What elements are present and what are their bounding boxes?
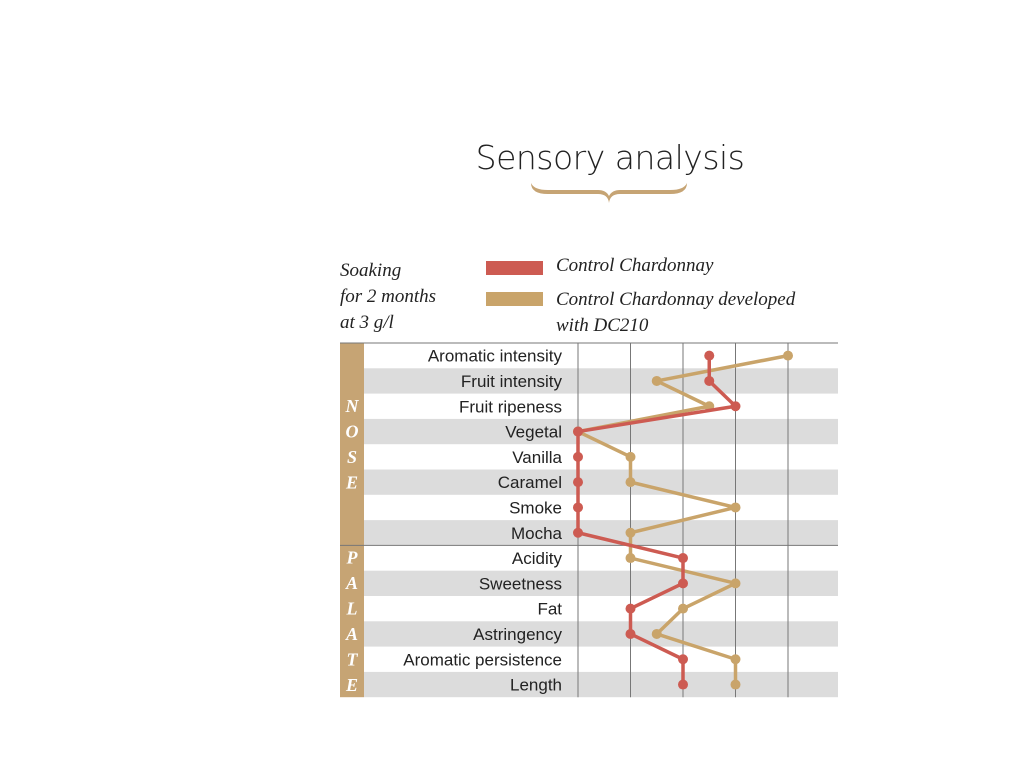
row-stripe <box>364 418 838 445</box>
data-point-control <box>573 477 583 488</box>
row-stripe <box>364 671 838 698</box>
category-label: Fruit intensity <box>461 372 563 391</box>
category-label: Acidity <box>512 549 563 568</box>
data-point-control <box>625 628 636 639</box>
legend-swatch-control <box>486 261 543 275</box>
data-point-dc210 <box>651 375 662 386</box>
legend-label-dc210-line1: Control Chardonnay developed <box>556 289 796 310</box>
data-point-control <box>678 553 688 564</box>
data-point-control <box>573 426 583 437</box>
legend-label-control: Control Chardonnay <box>556 255 714 276</box>
data-point-dc210 <box>730 679 741 690</box>
section-letter: T <box>347 650 359 670</box>
data-point-control <box>625 603 636 614</box>
data-point-dc210 <box>678 603 688 614</box>
category-label: Fat <box>537 600 562 619</box>
category-label: Length <box>510 676 562 695</box>
row-stripe <box>364 469 838 495</box>
soaking-note-line: for 2 months <box>340 286 437 307</box>
data-point-control <box>704 375 715 386</box>
data-point-dc210 <box>651 628 662 639</box>
category-label: Fruit ripeness <box>459 397 562 416</box>
section-band <box>340 343 364 698</box>
data-point-dc210 <box>625 527 636 538</box>
data-point-dc210 <box>730 502 741 513</box>
data-point-control <box>678 679 688 690</box>
section-letter: O <box>346 421 359 441</box>
soaking-note: Soaking for 2 months at 3 g/l <box>340 258 470 336</box>
data-point-control <box>573 502 583 513</box>
category-label: Vegetal <box>505 423 562 442</box>
category-label: Sweetness <box>479 574 562 593</box>
section-letter: A <box>345 624 358 644</box>
legend-swatch-dc210 <box>486 292 543 306</box>
section-letter: L <box>346 599 358 619</box>
row-stripe <box>364 520 838 546</box>
data-point-control <box>573 451 583 462</box>
category-label: Aromatic persistence <box>403 650 562 669</box>
row-stripe <box>364 570 838 596</box>
data-point-control <box>704 350 715 361</box>
category-label: Mocha <box>511 524 563 543</box>
category-label: Astringency <box>473 625 562 644</box>
section-letter: E <box>345 472 358 492</box>
soaking-note-line: Soaking <box>340 260 402 281</box>
series-line-dc210 <box>576 353 789 685</box>
section-letter: N <box>345 396 360 416</box>
data-point-dc210 <box>783 350 793 361</box>
data-point-dc210 <box>625 553 636 564</box>
data-point-dc210 <box>730 654 741 665</box>
category-label: Aromatic intensity <box>428 347 563 366</box>
category-label: Smoke <box>509 498 562 517</box>
section-letter: A <box>345 573 358 593</box>
chart-title: Sensory analysis <box>475 138 745 177</box>
data-point-dc210 <box>625 477 636 488</box>
row-stripe <box>364 368 838 394</box>
decorative-brace-icon <box>531 183 687 203</box>
category-label: Caramel <box>498 473 562 492</box>
legend-label-dc210-line2: with DC210 <box>556 315 649 336</box>
category-label: Vanilla <box>512 448 562 467</box>
section-letter: S <box>347 447 357 467</box>
section-letter: E <box>345 675 358 695</box>
data-point-dc210 <box>730 578 741 589</box>
legend-label-dc210: Control Chardonnay developed with DC210 <box>556 287 795 339</box>
data-point-control <box>678 578 688 589</box>
data-point-control <box>573 527 583 538</box>
row-stripe <box>364 621 838 647</box>
section-letter: P <box>346 548 359 568</box>
data-point-dc210 <box>625 451 636 462</box>
data-point-control <box>730 401 741 412</box>
data-point-control <box>678 654 688 665</box>
soaking-note-line: at 3 g/l <box>340 312 394 333</box>
